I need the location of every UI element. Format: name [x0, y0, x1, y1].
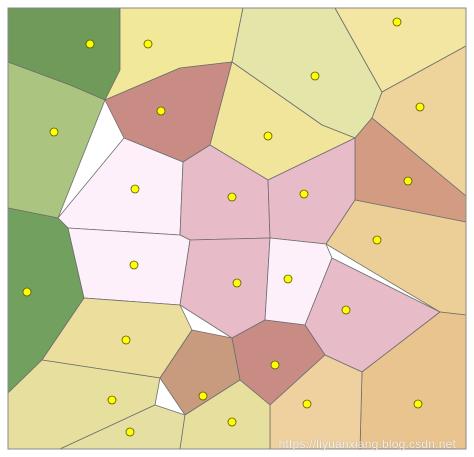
- voronoi-cell: [67, 227, 191, 306]
- site-point: [227, 192, 237, 202]
- site-point: [49, 127, 59, 137]
- voronoi-cells: [7, 7, 467, 450]
- site-point: [156, 106, 166, 116]
- site-point: [121, 335, 131, 345]
- site-point: [198, 391, 208, 401]
- site-point: [125, 427, 135, 437]
- voronoi-cell: [179, 237, 271, 339]
- site-point: [232, 278, 242, 288]
- site-point: [413, 399, 423, 409]
- site-point: [403, 176, 413, 186]
- site-point: [129, 260, 139, 270]
- site-point: [283, 274, 293, 284]
- site-point: [85, 39, 95, 49]
- site-point: [372, 235, 382, 245]
- diagram-frame: [7, 7, 467, 450]
- site-point: [415, 102, 425, 112]
- voronoi-cell: [179, 379, 271, 450]
- site-point: [392, 17, 402, 27]
- site-point: [270, 360, 280, 370]
- site-point: [107, 395, 117, 405]
- site-point: [263, 131, 273, 141]
- site-point: [22, 287, 32, 297]
- site-point: [299, 189, 309, 199]
- voronoi-sites: [22, 17, 425, 437]
- site-point: [130, 184, 140, 194]
- site-point: [143, 39, 153, 49]
- site-point: [310, 71, 320, 81]
- site-point: [227, 417, 237, 427]
- site-point: [341, 305, 351, 315]
- site-point: [302, 399, 312, 409]
- watermark-text: https://liyuanxiang.blog.csdn.net: [278, 437, 456, 451]
